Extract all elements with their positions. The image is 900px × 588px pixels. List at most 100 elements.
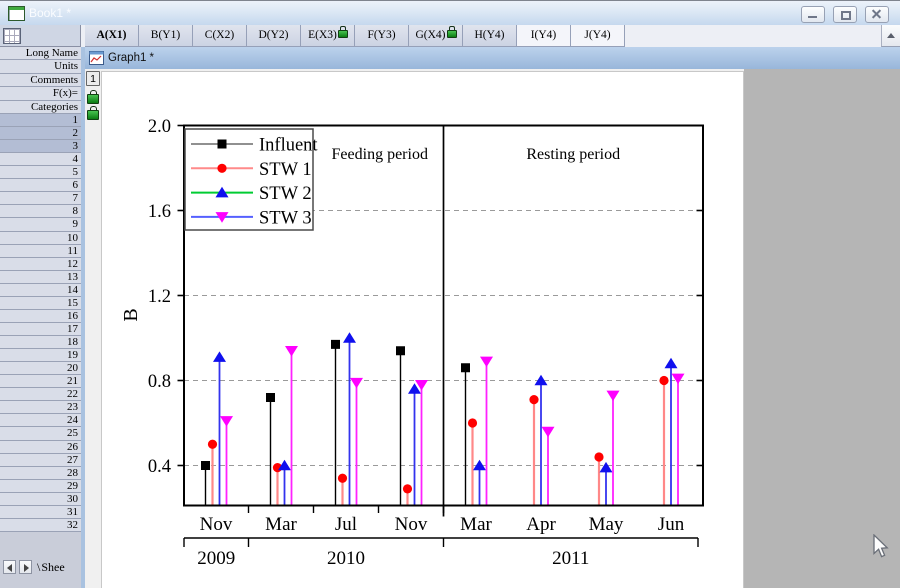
row-label-long-name[interactable]: Long Name [0, 47, 81, 61]
row-header-21[interactable]: 21 [0, 375, 81, 389]
row-header-9[interactable]: 9 [0, 218, 81, 232]
graph-window-titlebar[interactable]: Graph1 * [85, 47, 900, 70]
mouse-cursor [873, 534, 889, 558]
select-all-corner-cell[interactable] [0, 25, 81, 47]
tab-scroll-right-button[interactable] [19, 560, 32, 574]
row-header-19[interactable]: 19 [0, 349, 81, 363]
row-header-26[interactable]: 26 [0, 440, 81, 454]
data-marker[interactable] [331, 339, 340, 349]
data-marker[interactable] [350, 377, 363, 389]
column-header-F(Y3)[interactable]: F(Y3) [355, 25, 409, 47]
data-marker[interactable] [664, 357, 678, 369]
row-header-10[interactable]: 10 [0, 231, 81, 245]
data-marker[interactable] [343, 332, 356, 343]
tab-scroll-left-button[interactable] [3, 560, 16, 574]
minimize-icon[interactable] [801, 6, 825, 23]
data-marker[interactable] [594, 452, 604, 462]
column-header-C(X2)[interactable]: C(X2) [193, 25, 247, 47]
data-marker[interactable] [408, 383, 421, 394]
row-header-1[interactable]: 1 [0, 113, 81, 128]
row-header-6[interactable]: 6 [0, 179, 81, 193]
data-marker[interactable] [671, 373, 685, 385]
row-header-13[interactable]: 13 [0, 270, 81, 284]
lock-icon[interactable] [87, 106, 99, 120]
data-marker[interactable] [285, 345, 298, 357]
data-marker[interactable] [541, 426, 555, 438]
data-marker[interactable] [467, 418, 478, 428]
row-label-units[interactable]: Units [0, 60, 81, 74]
row-header-31[interactable]: 31 [0, 505, 81, 519]
data-marker[interactable] [396, 346, 405, 356]
row-header-7[interactable]: 7 [0, 192, 81, 206]
row-header-2[interactable]: 2 [0, 127, 81, 141]
data-marker[interactable] [534, 374, 548, 386]
row-header-4[interactable]: 4 [0, 153, 81, 167]
data-marker[interactable] [599, 461, 613, 473]
data-marker[interactable] [213, 351, 226, 362]
column-header-D(Y2)[interactable]: D(Y2) [247, 25, 301, 47]
data-marker[interactable] [207, 439, 218, 449]
data-marker[interactable] [415, 379, 428, 391]
column-header-G(X4)[interactable]: G(X4) [409, 25, 463, 47]
column-header-J(Y4)[interactable]: J(Y4) [571, 25, 625, 47]
row-header-30[interactable]: 30 [0, 492, 81, 506]
annotation-text[interactable]: Resting period [526, 146, 620, 163]
row-header-23[interactable]: 23 [0, 401, 81, 415]
row-header-15[interactable]: 15 [0, 296, 81, 310]
sheet-tab[interactable]: \Shee [37, 560, 65, 575]
row-header-8[interactable]: 8 [0, 205, 81, 219]
row-label-categories[interactable]: Categories [0, 100, 81, 114]
lock-icon[interactable] [87, 90, 99, 104]
row-header-17[interactable]: 17 [0, 322, 81, 337]
data-marker[interactable] [215, 212, 229, 223]
graph-page[interactable]: 0.4 0.8 1.2 1.6 2.0 B Nov Mar Jul Nov Mar Apr May Jun… [101, 71, 744, 588]
close-icon[interactable] [865, 6, 889, 23]
data-marker[interactable] [659, 375, 669, 386]
row-header-3[interactable]: 3 [0, 140, 81, 154]
row-header-11[interactable]: 11 [0, 244, 81, 258]
data-marker[interactable] [529, 395, 539, 405]
data-marker[interactable] [473, 459, 486, 471]
data-marker[interactable] [266, 393, 275, 402]
data-marker[interactable] [217, 139, 227, 149]
row-header-24[interactable]: 24 [0, 414, 81, 428]
row-label-f-x-[interactable]: F(x)= [0, 87, 81, 101]
data-marker[interactable] [402, 484, 413, 494]
data-marker[interactable] [215, 186, 229, 198]
row-header-18[interactable]: 18 [0, 336, 81, 350]
data-marker[interactable] [217, 163, 227, 173]
row-header-22[interactable]: 22 [0, 388, 81, 402]
row-header-32[interactable]: 32 [0, 518, 81, 532]
row-number-headers: 1 2 3 4 5 6 7 8 9 10 11 12 13 14 15 16 17 18 19 20 21 22 23 24 2… [0, 113, 81, 532]
column-header-A(X1)[interactable]: A(X1) [85, 25, 139, 47]
data-marker[interactable] [220, 416, 233, 427]
row-header-16[interactable]: 16 [0, 309, 81, 323]
data-marker[interactable] [337, 473, 348, 483]
row-header-27[interactable]: 27 [0, 453, 81, 467]
data-marker[interactable] [480, 356, 493, 368]
data-marker[interactable] [278, 459, 291, 471]
row-header-29[interactable]: 29 [0, 479, 81, 493]
row-header-14[interactable]: 14 [0, 283, 81, 297]
restore-icon[interactable] [833, 6, 857, 23]
row-header-5[interactable]: 5 [0, 166, 81, 180]
column-header-H(Y4)[interactable]: H(Y4) [463, 25, 517, 47]
data-marker[interactable] [606, 390, 620, 402]
data-marker[interactable] [201, 461, 210, 470]
chart-canvas[interactable]: 0.4 0.8 1.2 1.6 2.0 B Nov Mar Jul Nov Mar Apr May Jun… [102, 72, 743, 588]
annotation-text[interactable]: Feeding period [332, 146, 428, 163]
row-header-25[interactable]: 25 [0, 427, 81, 441]
row-header-28[interactable]: 28 [0, 466, 81, 480]
tab-divider: \ [37, 559, 41, 574]
column-header-I(Y4)[interactable]: I(Y4) [517, 25, 571, 47]
row-label-comments[interactable]: Comments [0, 73, 81, 88]
data-marker[interactable] [461, 363, 470, 373]
book-window-titlebar[interactable]: Book1 * [0, 1, 900, 26]
row-header-12[interactable]: 12 [0, 257, 81, 271]
column-header-E(X3)[interactable]: E(X3) [301, 25, 355, 47]
scroll-up-button[interactable] [881, 25, 900, 47]
legend[interactable]: Influent STW 1 STW 2 STW 3 [184, 128, 318, 231]
row-header-20[interactable]: 20 [0, 362, 81, 376]
layer-1-button[interactable]: 1 [86, 71, 100, 86]
column-header-B(Y1)[interactable]: B(Y1) [139, 25, 193, 47]
